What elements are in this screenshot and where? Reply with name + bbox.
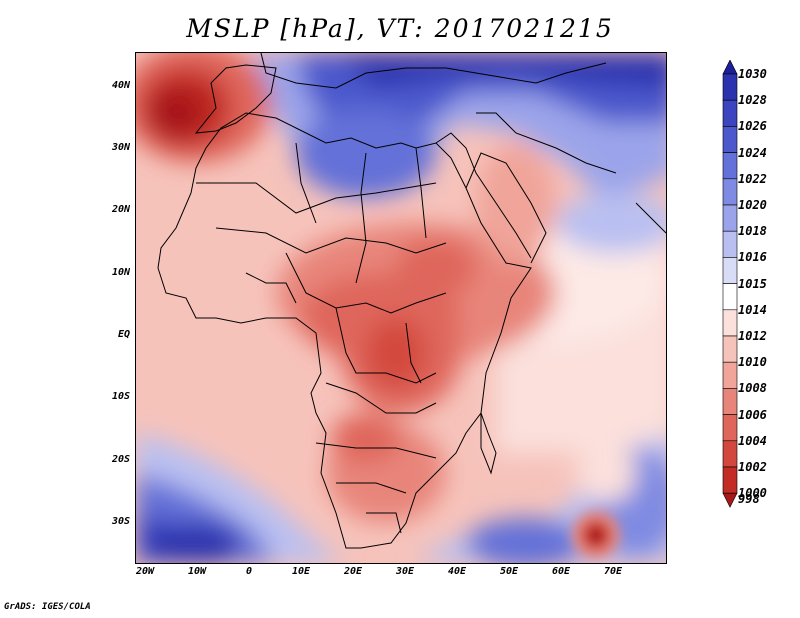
x-tick-label: 20E bbox=[343, 566, 363, 577]
colorbar-label: 1018 bbox=[738, 224, 767, 239]
colorbar-cell bbox=[722, 283, 738, 311]
colorbar-label: 1004 bbox=[738, 433, 767, 448]
colorbar-cell bbox=[722, 60, 738, 75]
colorbar-cell bbox=[722, 466, 738, 494]
map-title: MSLP [hPa], VT: 2017021215 bbox=[186, 14, 614, 43]
x-tick-label: 70E bbox=[603, 566, 623, 577]
colorbar-cell bbox=[722, 99, 738, 127]
colorbar-cell bbox=[722, 230, 738, 258]
y-tick-label: 30S bbox=[111, 516, 130, 527]
colorbar-label: 1020 bbox=[738, 198, 767, 212]
colorbar-cell bbox=[722, 440, 738, 468]
colorbar-cell bbox=[722, 309, 738, 337]
colorbar-label: 998 bbox=[738, 492, 760, 507]
colorbar-label: 1026 bbox=[738, 119, 767, 134]
colorbar-cell bbox=[722, 335, 738, 363]
colorbar-cell bbox=[722, 178, 738, 206]
x-tick-label: 10W bbox=[187, 566, 207, 577]
colorbar-label: 1030 bbox=[738, 67, 767, 81]
colorbar-label: 1008 bbox=[738, 381, 767, 396]
colorbar-label: 1016 bbox=[738, 250, 767, 265]
colorbar-cell bbox=[722, 204, 738, 232]
colorbar-cell bbox=[722, 492, 738, 508]
y-tick-label: 40N bbox=[111, 80, 130, 91]
x-tick-label: 20W bbox=[135, 566, 155, 577]
colorbar-label: 1000 bbox=[738, 486, 767, 501]
colorbar-cell bbox=[722, 73, 738, 101]
y-tick-label: 10N bbox=[111, 267, 130, 278]
colorbar-cell bbox=[722, 388, 738, 415]
colorbar-cell bbox=[722, 126, 738, 153]
y-tick-label: 20N bbox=[111, 204, 130, 215]
colorbar-cell bbox=[722, 257, 738, 284]
colorbar-label: 1012 bbox=[738, 329, 767, 343]
colorbar-cell bbox=[722, 152, 738, 180]
colorbar-label: 1024 bbox=[738, 145, 767, 160]
y-tick-label: EQ bbox=[117, 329, 130, 340]
x-tick-label: 0 bbox=[245, 566, 253, 577]
y-tick-label: 10S bbox=[111, 391, 130, 402]
colorbar bbox=[722, 60, 738, 508]
colorbar-label: 1014 bbox=[738, 302, 767, 317]
x-tick-label: 50E bbox=[499, 566, 519, 577]
x-tick-label: 40E bbox=[447, 566, 467, 577]
y-tick-label: 30N bbox=[111, 142, 130, 153]
colorbar-label: 1015 bbox=[738, 276, 767, 291]
pressure-field bbox=[136, 53, 666, 563]
colorbar-label: 1010 bbox=[738, 355, 767, 370]
colorbar-label: 1028 bbox=[738, 93, 767, 108]
x-tick-label: 30E bbox=[395, 566, 415, 577]
credit-text: GrADS: IGES/COLA bbox=[4, 602, 91, 612]
colorbar-label: 1006 bbox=[738, 407, 767, 422]
x-tick-label: 10E bbox=[291, 566, 311, 577]
pressure-map bbox=[135, 52, 667, 564]
colorbar-cell bbox=[722, 361, 738, 389]
x-tick-label: 60E bbox=[551, 566, 571, 577]
y-tick-label: 20S bbox=[111, 454, 130, 465]
colorbar-label: 1002 bbox=[738, 460, 767, 474]
colorbar-cell bbox=[722, 414, 738, 442]
colorbar-label: 1022 bbox=[738, 171, 767, 186]
coastlines bbox=[157, 53, 666, 549]
